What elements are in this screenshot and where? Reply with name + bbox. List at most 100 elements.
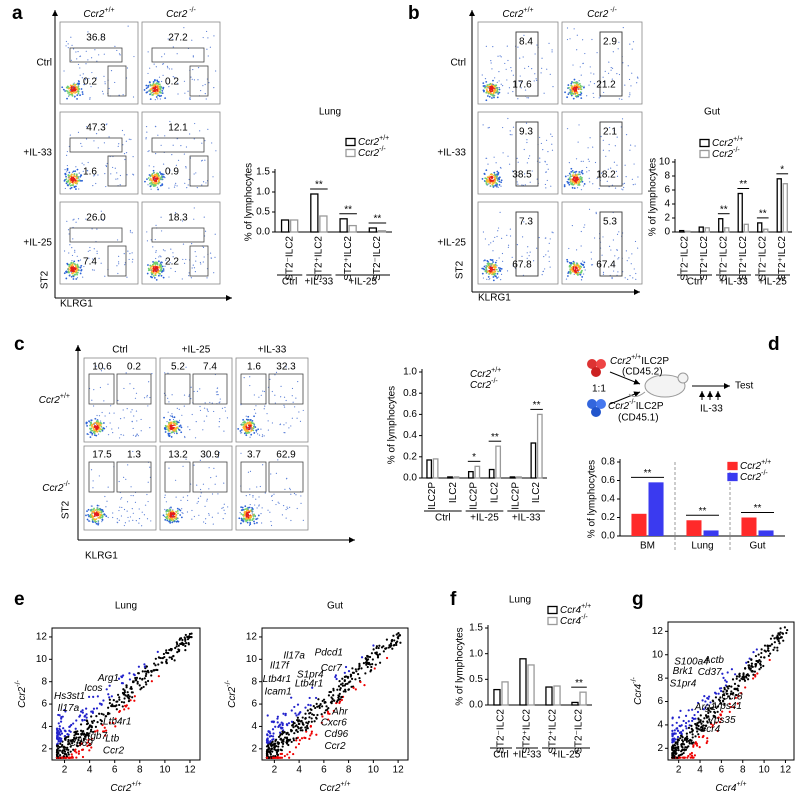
bar	[320, 216, 327, 232]
flow-dot	[98, 54, 99, 55]
flow-dot	[491, 90, 493, 92]
flow-dot	[87, 59, 88, 60]
flow-dot	[583, 266, 585, 268]
bar	[741, 518, 756, 537]
text-part: Ccr4	[560, 616, 582, 627]
background-dot	[172, 655, 174, 657]
background-dot	[174, 659, 176, 661]
flow-dot	[68, 229, 69, 230]
flow-dot	[121, 507, 122, 508]
flow-dot	[160, 185, 162, 187]
flow-dot	[205, 93, 206, 94]
flow-dot	[492, 185, 494, 187]
gene-label: Ltb4r1	[103, 717, 131, 728]
flow-dot	[592, 264, 593, 265]
text-part: Ccr2	[712, 149, 734, 160]
background-dot	[297, 731, 299, 733]
background-dot	[365, 662, 367, 664]
flow-dot	[91, 514, 93, 516]
flow-dot	[148, 51, 149, 52]
background-dot	[369, 656, 371, 658]
flow-dot	[100, 517, 102, 519]
flow-dot	[104, 81, 105, 82]
flow-dot	[576, 174, 578, 176]
background-dot	[281, 749, 283, 751]
gene-label: Cd96	[324, 729, 348, 740]
background-dot	[64, 751, 66, 753]
flow-dot	[610, 249, 611, 250]
flow-dot	[86, 423, 88, 425]
flow-dot	[244, 513, 246, 515]
flow-dot	[77, 169, 79, 171]
x-axis-label: KLRG1	[478, 293, 511, 304]
background-dot	[144, 670, 146, 672]
flow-dot	[614, 162, 615, 163]
flow-dot	[174, 433, 175, 434]
flow-dot	[517, 181, 518, 182]
background-dot	[157, 663, 159, 665]
legend-swatch	[346, 139, 355, 146]
background-dot	[106, 688, 108, 690]
flow-dot	[487, 95, 489, 97]
background-dot	[739, 680, 741, 682]
flow-dot	[572, 88, 574, 90]
flow-dot	[572, 180, 574, 182]
flow-dot	[501, 84, 502, 85]
background-dot	[675, 738, 677, 740]
flow-dot	[573, 98, 575, 100]
flow-dot	[288, 427, 289, 428]
background-dot	[369, 670, 371, 672]
gate-value: 8.4	[519, 37, 533, 48]
flow-dot	[253, 415, 255, 417]
flow-dot	[66, 182, 68, 184]
flow-dot	[204, 217, 205, 218]
flow-dot	[146, 137, 147, 138]
background-dot	[184, 649, 186, 651]
flow-dot	[623, 27, 624, 28]
flow-dot	[94, 515, 96, 517]
flow-dot	[117, 518, 118, 519]
flow-dot	[92, 426, 94, 428]
flow-dot	[72, 270, 74, 272]
background-dot	[81, 719, 83, 721]
flow-dot	[631, 73, 632, 74]
flow-dot	[506, 235, 507, 236]
flow-dot	[510, 229, 511, 230]
flow-dot	[67, 151, 68, 152]
flow-dot	[203, 37, 204, 38]
bar	[758, 223, 762, 232]
flow-dot	[86, 510, 88, 512]
row-header: +IL-33	[437, 148, 466, 159]
flow-dot	[141, 525, 142, 526]
flow-dot	[584, 183, 586, 185]
background-dot	[269, 741, 271, 743]
flow-dot	[581, 279, 582, 280]
flow-dot	[200, 262, 201, 263]
background-dot	[130, 687, 132, 689]
flow-dot	[572, 271, 574, 273]
flow-dot	[157, 183, 159, 185]
flow-dot	[71, 276, 72, 277]
x-tick-label: ILC2P	[469, 482, 480, 510]
flow-dot	[180, 145, 181, 146]
flow-dot	[574, 179, 576, 181]
flow-dot	[177, 508, 179, 510]
group-label: +IL-33	[719, 277, 748, 288]
gate-value: 62.9	[276, 450, 296, 461]
flow-dot	[194, 79, 195, 80]
background-dot	[302, 716, 304, 718]
flow-dot	[170, 510, 171, 511]
background-dot	[308, 712, 310, 714]
flow-dot	[488, 262, 490, 264]
flow-dot	[167, 66, 168, 67]
flow-dot	[580, 66, 581, 67]
flow-dot	[582, 260, 583, 261]
flow-dot	[154, 176, 156, 178]
flow-dot	[502, 253, 503, 254]
flow-dot	[278, 503, 279, 504]
flow-dot	[80, 270, 82, 272]
flow-dot	[203, 521, 204, 522]
flow-dot	[106, 123, 107, 124]
flow-dot	[524, 68, 525, 69]
flow-dot	[574, 187, 576, 189]
